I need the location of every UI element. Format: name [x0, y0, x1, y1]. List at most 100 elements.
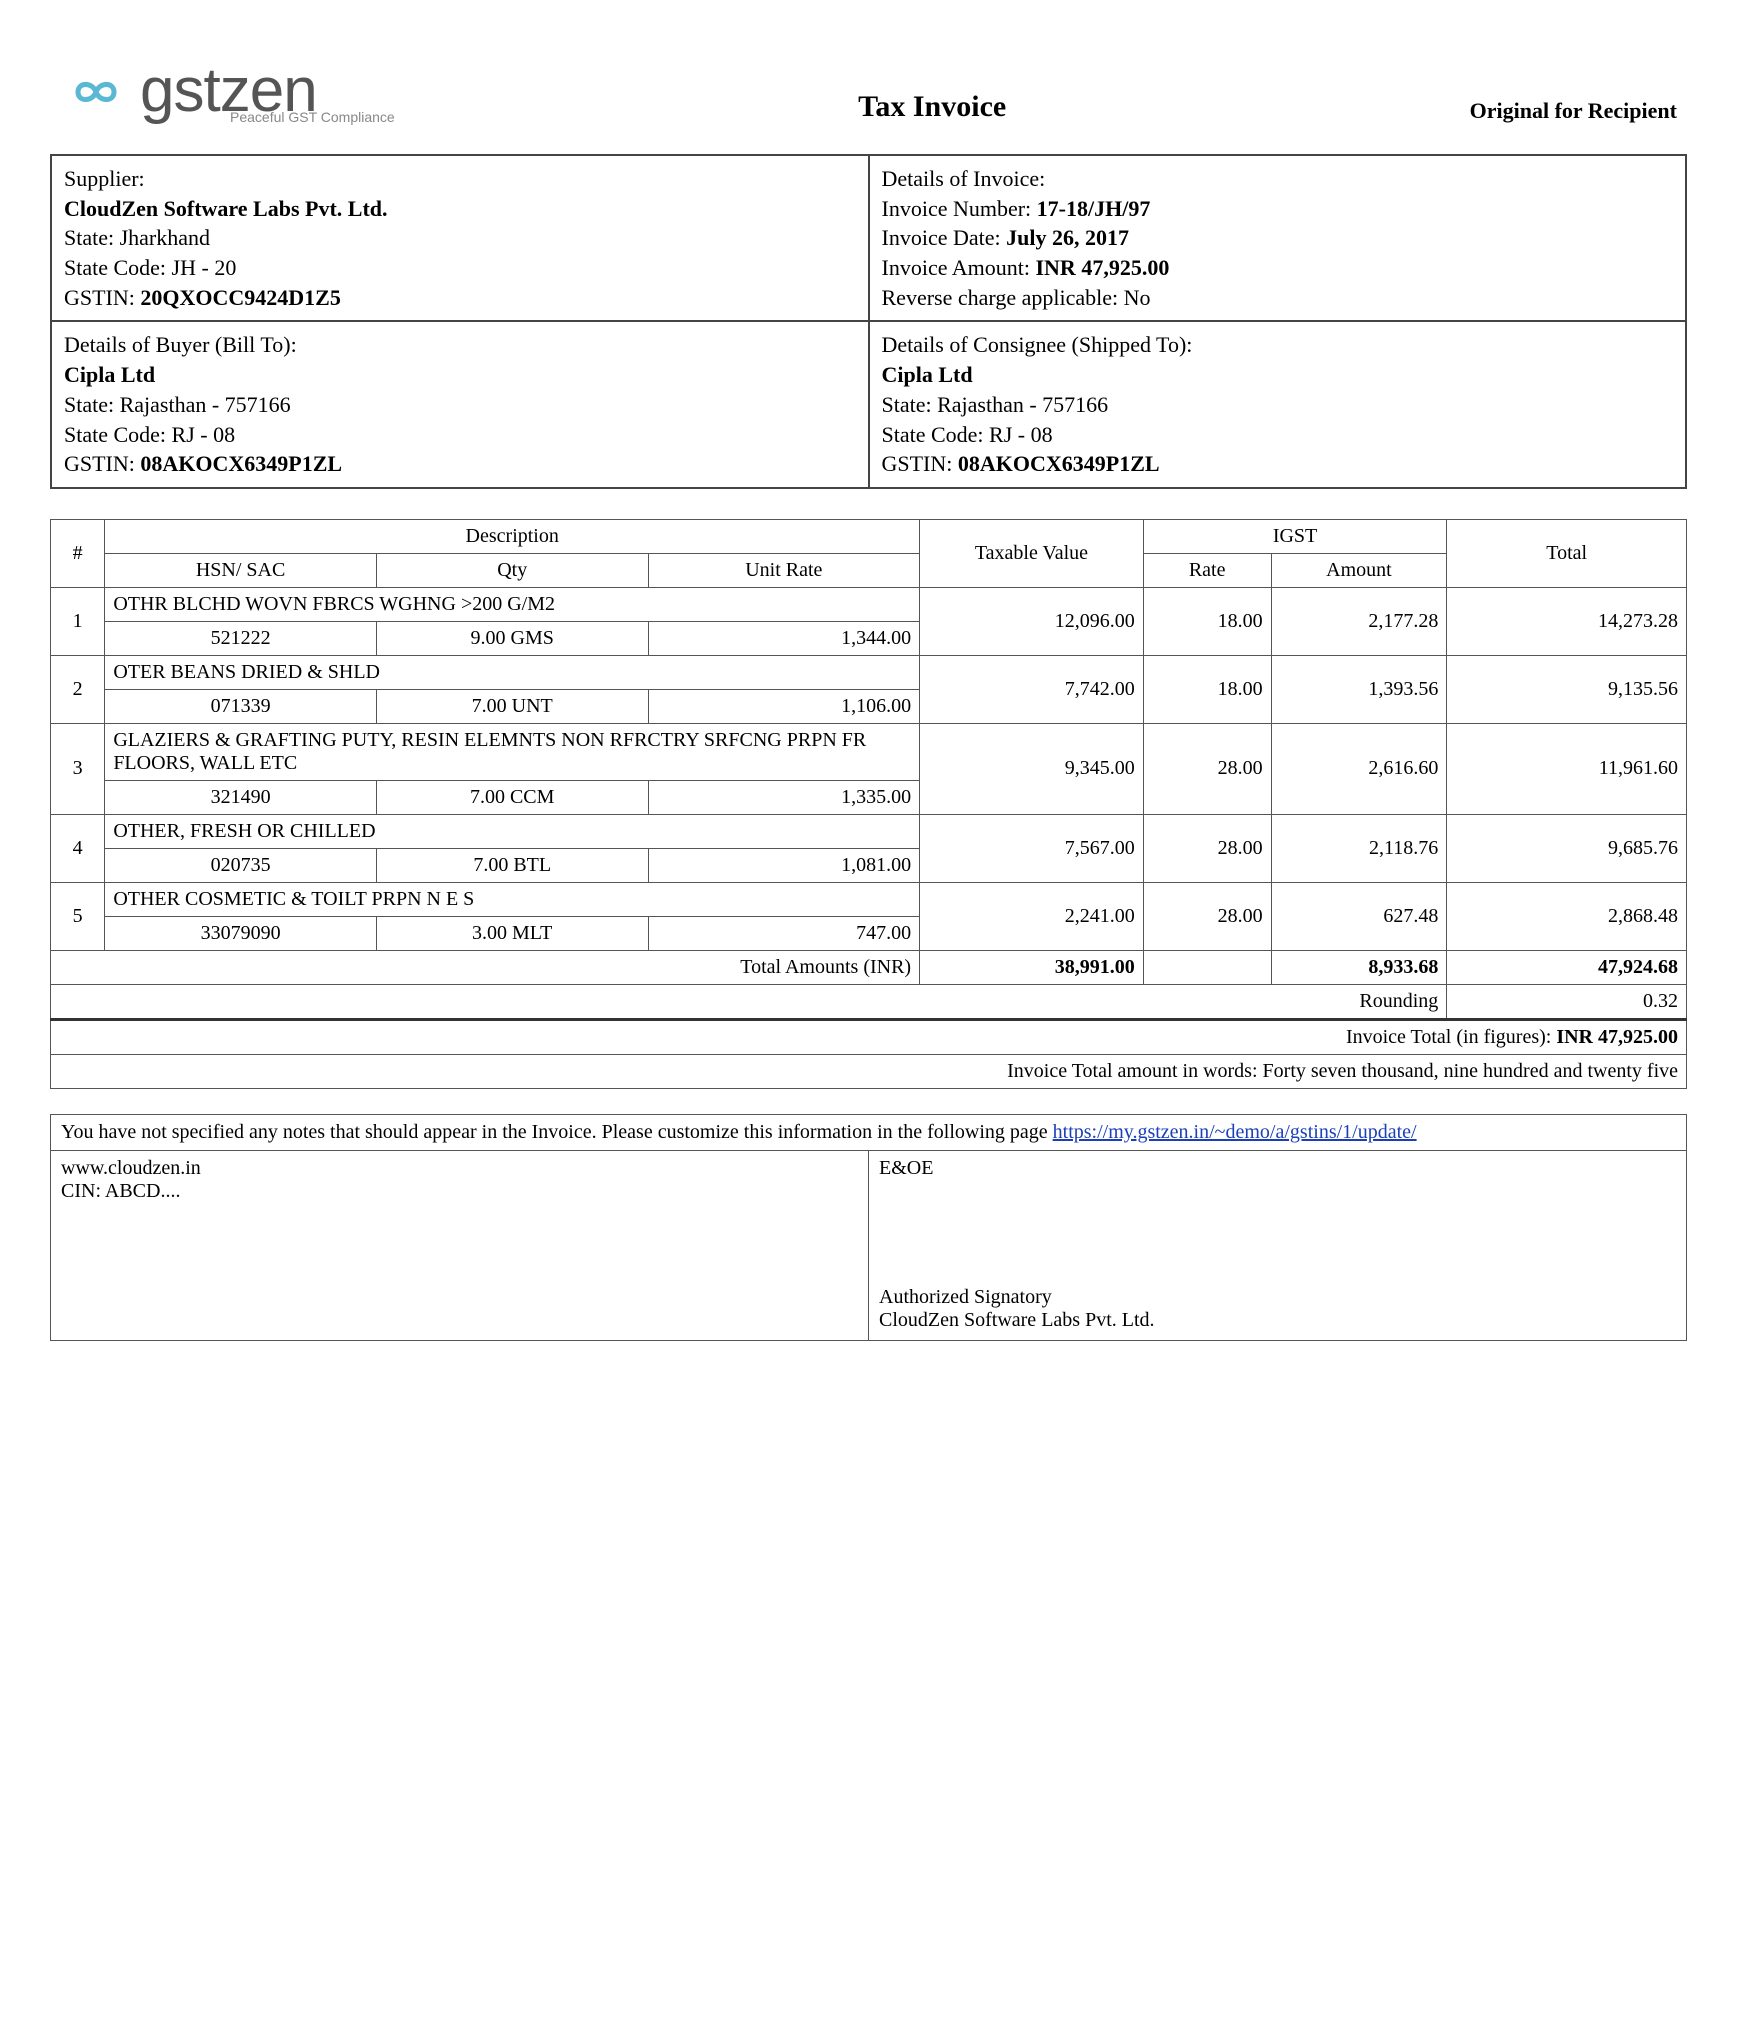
totals-label: Total Amounts (INR): [51, 950, 920, 984]
item-taxable: 2,241.00: [920, 882, 1144, 950]
buyer-state-code: State Code: RJ - 08: [64, 420, 856, 450]
item-igst-rate: 28.00: [1143, 723, 1271, 814]
item-description: OTER BEANS DRIED & SHLD: [105, 655, 920, 689]
supplier-state-code: State Code: JH - 20: [64, 253, 856, 283]
item-igst-rate: 28.00: [1143, 882, 1271, 950]
col-igst-amount: Amount: [1271, 553, 1447, 587]
col-hsn: HSN/ SAC: [105, 553, 377, 587]
signatory-company: CloudZen Software Labs Pvt. Ltd.: [879, 1309, 1155, 1332]
item-hsn: 071339: [105, 689, 377, 723]
buyer-name: Cipla Ltd: [64, 360, 856, 390]
consignee-state-code: State Code: RJ - 08: [882, 420, 1674, 450]
item-row: 1OTHR BLCHD WOVN FBRCS WGHNG >200 G/M212…: [51, 587, 1687, 621]
company-info-cell: www.cloudzen.in CIN: ABCD....: [51, 1150, 869, 1340]
consignee-state: State: Rajasthan - 757166: [882, 390, 1674, 420]
consignee-heading: Details of Consignee (Shipped To):: [882, 330, 1674, 360]
col-igst-rate: Rate: [1143, 553, 1271, 587]
notes-link[interactable]: https://my.gstzen.in/~demo/a/gstins/1/up…: [1053, 1121, 1417, 1143]
item-igst-rate: 28.00: [1143, 814, 1271, 882]
item-hsn: 521222: [105, 621, 377, 655]
logo-tagline: Peaceful GST Compliance: [230, 110, 395, 124]
supplier-gstin-line: GSTIN: 20QXOCC9424D1Z5: [64, 283, 856, 313]
rounding-label: Rounding: [51, 984, 1447, 1019]
item-qty: 3.00 MLT: [376, 916, 648, 950]
item-taxable: 12,096.00: [920, 587, 1144, 655]
totals-row: Total Amounts (INR) 38,991.00 8,933.68 4…: [51, 950, 1687, 984]
invoice-heading: Details of Invoice:: [882, 164, 1674, 194]
item-hsn: 33079090: [105, 916, 377, 950]
footer-table: You have not specified any notes that sh…: [50, 1114, 1687, 1341]
item-igst-rate: 18.00: [1143, 655, 1271, 723]
item-description: OTHER, FRESH OR CHILLED: [105, 814, 920, 848]
header-row-1: # Description Taxable Value IGST Total: [51, 519, 1687, 553]
invoice-date-line: Invoice Date: July 26, 2017: [882, 223, 1674, 253]
item-igst-rate: 18.00: [1143, 587, 1271, 655]
item-total: 14,273.28: [1447, 587, 1687, 655]
col-taxable: Taxable Value: [920, 519, 1144, 587]
document-title: Tax Invoice: [858, 90, 1006, 124]
item-qty: 7.00 BTL: [376, 848, 648, 882]
infinity-cloud-icon: [60, 68, 132, 116]
item-qty: 7.00 CCM: [376, 780, 648, 814]
item-igst-amount: 627.48: [1271, 882, 1447, 950]
document-header: gstzen Peaceful GST Compliance Tax Invoi…: [50, 60, 1687, 124]
header-row-2: HSN/ SAC Qty Unit Rate Rate Amount: [51, 553, 1687, 587]
item-index: 1: [51, 587, 105, 655]
eoe-label: E&OE: [879, 1157, 1676, 1180]
company-website: www.cloudzen.in: [61, 1157, 858, 1180]
item-hsn: 020735: [105, 848, 377, 882]
supplier-state: State: Jharkhand: [64, 223, 856, 253]
item-row: 3GLAZIERS & GRAFTING PUTY, RESIN ELEMNTS…: [51, 723, 1687, 780]
totals-grand: 47,924.68: [1447, 950, 1687, 984]
item-index: 5: [51, 882, 105, 950]
item-description: GLAZIERS & GRAFTING PUTY, RESIN ELEMNTS …: [105, 723, 920, 780]
supplier-name: CloudZen Software Labs Pvt. Ltd.: [64, 194, 856, 224]
item-taxable: 9,345.00: [920, 723, 1144, 814]
item-total: 9,685.76: [1447, 814, 1687, 882]
figures-cell: Invoice Total (in figures): INR 47,925.0…: [51, 1019, 1687, 1054]
item-description: OTHR BLCHD WOVN FBRCS WGHNG >200 G/M2: [105, 587, 920, 621]
item-unit-rate: 1,344.00: [648, 621, 920, 655]
item-igst-amount: 2,616.60: [1271, 723, 1447, 814]
item-unit-rate: 747.00: [648, 916, 920, 950]
item-index: 4: [51, 814, 105, 882]
item-hsn: 321490: [105, 780, 377, 814]
item-row: 2OTER BEANS DRIED & SHLD7,742.0018.001,3…: [51, 655, 1687, 689]
item-igst-amount: 2,118.76: [1271, 814, 1447, 882]
totals-igst: 8,933.68: [1271, 950, 1447, 984]
buyer-state: State: Rajasthan - 757166: [64, 390, 856, 420]
col-description: Description: [105, 519, 920, 553]
item-igst-amount: 2,177.28: [1271, 587, 1447, 655]
col-igst: IGST: [1143, 519, 1447, 553]
item-row: 4OTHER, FRESH OR CHILLED7,567.0028.002,1…: [51, 814, 1687, 848]
item-taxable: 7,567.00: [920, 814, 1144, 882]
invoice-rcm-line: Reverse charge applicable: No: [882, 283, 1674, 313]
item-qty: 9.00 GMS: [376, 621, 648, 655]
buyer-heading: Details of Buyer (Bill To):: [64, 330, 856, 360]
notes-cell: You have not specified any notes that sh…: [51, 1114, 1687, 1150]
party-info-table: Supplier: CloudZen Software Labs Pvt. Lt…: [50, 154, 1687, 489]
item-index: 2: [51, 655, 105, 723]
rounding-row: Rounding 0.32: [51, 984, 1687, 1019]
item-description: OTHER COSMETIC & TOILT PRPN N E S: [105, 882, 920, 916]
item-taxable: 7,742.00: [920, 655, 1144, 723]
item-igst-amount: 1,393.56: [1271, 655, 1447, 723]
line-items-table: # Description Taxable Value IGST Total H…: [50, 519, 1687, 1089]
item-total: 9,135.56: [1447, 655, 1687, 723]
col-unit-rate: Unit Rate: [648, 553, 920, 587]
buyer-gstin-line: GSTIN: 08AKOCX6349P1ZL: [64, 449, 856, 479]
rounding-value: 0.32: [1447, 984, 1687, 1019]
col-total: Total: [1447, 519, 1687, 587]
signatory-label: Authorized Signatory: [879, 1286, 1155, 1309]
item-unit-rate: 1,106.00: [648, 689, 920, 723]
invoice-number-line: Invoice Number: 17-18/JH/97: [882, 194, 1674, 224]
supplier-heading: Supplier:: [64, 164, 856, 194]
supplier-cell: Supplier: CloudZen Software Labs Pvt. Lt…: [51, 155, 869, 321]
col-qty: Qty: [376, 553, 648, 587]
invoice-amount-line: Invoice Amount: INR 47,925.00: [882, 253, 1674, 283]
totals-taxable: 38,991.00: [920, 950, 1144, 984]
item-unit-rate: 1,335.00: [648, 780, 920, 814]
item-qty: 7.00 UNT: [376, 689, 648, 723]
item-index: 3: [51, 723, 105, 814]
item-row: 5OTHER COSMETIC & TOILT PRPN N E S2,241.…: [51, 882, 1687, 916]
